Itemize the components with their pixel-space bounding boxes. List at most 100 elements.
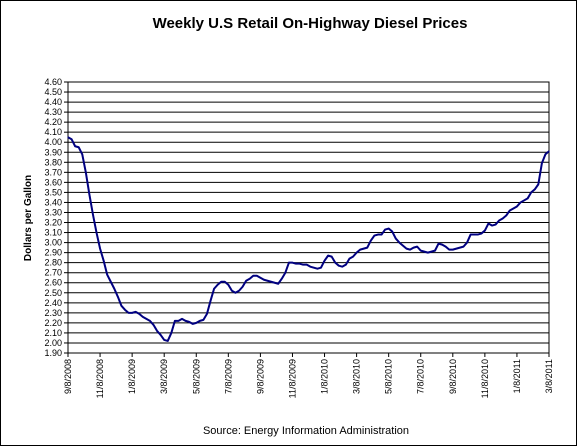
y-tick-label: 4.40 <box>44 97 62 107</box>
data-point <box>117 296 119 298</box>
data-point <box>302 264 304 266</box>
x-tick-label: 11/8/2009 <box>287 359 297 398</box>
data-point <box>306 264 308 266</box>
data-point <box>120 305 123 307</box>
y-tick-label: 3.50 <box>44 187 62 197</box>
data-point <box>252 275 254 277</box>
data-point <box>174 320 176 322</box>
data-point <box>502 217 504 220</box>
data-point <box>352 256 354 258</box>
data-point <box>277 283 279 285</box>
data-point <box>445 246 447 248</box>
y-tick-label: 2.70 <box>44 268 62 278</box>
x-tick-label: 1/8/2009 <box>127 359 137 394</box>
y-tick-label: 4.20 <box>44 117 62 127</box>
data-point <box>127 312 130 314</box>
data-point <box>316 268 319 270</box>
data-points <box>67 136 550 342</box>
y-tick-label: 3.30 <box>44 207 62 217</box>
data-point <box>413 247 415 249</box>
x-tick-label: 5/8/2010 <box>384 359 394 394</box>
y-tick-label: 2.10 <box>44 328 62 338</box>
y-tick-label: 3.20 <box>44 218 62 228</box>
data-point <box>388 227 390 230</box>
data-point <box>345 264 347 266</box>
data-point <box>309 266 311 268</box>
data-point <box>202 319 204 321</box>
y-tick-label: 3.70 <box>44 167 62 177</box>
data-point <box>95 231 98 234</box>
data-point <box>245 280 247 282</box>
data-point <box>416 246 418 248</box>
data-point <box>231 290 233 292</box>
data-point <box>163 339 165 341</box>
data-point <box>359 249 361 251</box>
data-point <box>113 288 115 290</box>
data-point <box>366 247 368 249</box>
data-point <box>124 309 126 311</box>
data-point <box>523 199 525 202</box>
x-tick-label: 5/8/2009 <box>191 359 201 394</box>
y-tick-label: 2.40 <box>44 298 62 308</box>
data-point <box>477 233 479 236</box>
data-point <box>544 153 547 155</box>
data-point <box>99 248 101 250</box>
x-tick-label: 3/8/2009 <box>159 359 169 394</box>
data-point <box>334 262 336 264</box>
data-point <box>291 262 294 264</box>
data-point <box>462 246 465 248</box>
data-point <box>88 193 90 196</box>
y-tick-label: 4.00 <box>44 137 62 147</box>
y-tick-label: 3.00 <box>44 238 62 248</box>
data-point <box>541 162 543 164</box>
data-point <box>78 146 80 148</box>
data-point <box>192 323 194 325</box>
data-point <box>103 260 105 262</box>
data-point <box>338 265 340 267</box>
data-point <box>106 274 108 276</box>
data-point <box>313 267 315 269</box>
data-point <box>509 209 511 212</box>
y-tick-label: 3.90 <box>44 147 62 157</box>
data-point <box>505 214 507 217</box>
data-point <box>398 241 400 244</box>
data-point <box>473 233 475 236</box>
data-point <box>138 313 140 315</box>
data-point <box>377 233 379 236</box>
x-tick-label: 11/8/2008 <box>95 359 105 398</box>
data-point <box>441 244 443 246</box>
data-point <box>224 281 226 283</box>
data-point <box>395 237 397 240</box>
data-point <box>227 284 229 286</box>
data-point <box>145 318 147 320</box>
data-point <box>170 332 172 334</box>
data-point <box>206 313 208 315</box>
data-point <box>405 248 408 250</box>
data-point <box>238 290 240 292</box>
x-tick-label: 9/8/2010 <box>448 359 458 394</box>
x-tick-label: 9/8/2009 <box>255 359 265 394</box>
data-point <box>491 224 493 227</box>
data-point <box>320 267 322 269</box>
data-point <box>470 233 472 236</box>
data-point <box>263 279 265 281</box>
data-point <box>384 228 386 231</box>
data-point <box>249 278 251 280</box>
data-point <box>323 260 326 262</box>
data-point <box>241 286 244 288</box>
data-point <box>356 252 358 254</box>
data-point <box>527 197 529 200</box>
y-tick-label: 1.90 <box>44 348 62 358</box>
y-tick-label: 3.60 <box>44 177 62 187</box>
y-tick-label: 4.50 <box>44 87 62 97</box>
data-point <box>142 316 144 318</box>
x-axis-ticks: 9/8/2008 11/8/2008 1/8/2009 3/8/2009 5/8/200… <box>63 353 554 398</box>
x-tick-label: 3/8/2010 <box>352 359 362 394</box>
data-point <box>160 334 162 336</box>
x-tick-label: 7/8/2009 <box>223 359 233 394</box>
data-point <box>274 282 276 284</box>
data-point <box>188 321 190 323</box>
y-tick-label: 2.20 <box>44 318 62 328</box>
data-point <box>220 281 222 283</box>
